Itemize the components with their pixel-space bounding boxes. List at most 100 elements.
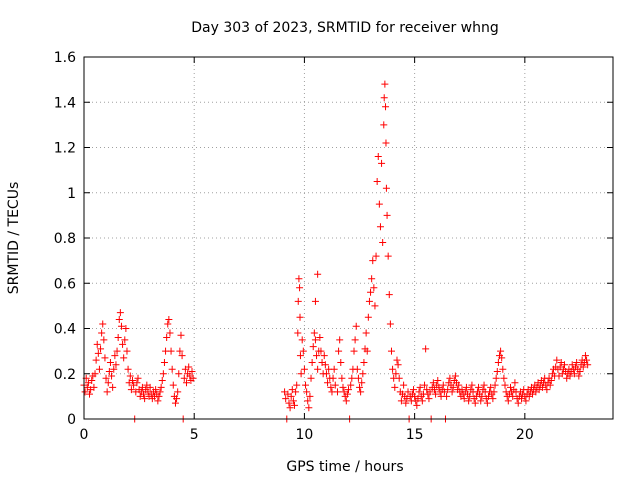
data-point	[460, 395, 468, 403]
data-point	[189, 374, 197, 382]
data-point	[182, 379, 190, 387]
data-point	[163, 334, 171, 342]
data-point	[393, 356, 401, 364]
data-point	[146, 383, 154, 391]
data-point	[465, 397, 473, 405]
data-point	[126, 372, 134, 380]
y-tick-label: 1.2	[54, 141, 76, 157]
data-point	[322, 370, 330, 378]
data-point	[383, 211, 391, 219]
data-point	[394, 361, 402, 369]
data-point	[547, 377, 555, 385]
data-point	[378, 159, 386, 167]
data-point	[175, 370, 183, 378]
data-point	[500, 374, 508, 382]
data-point	[498, 354, 506, 362]
data-point	[477, 397, 485, 405]
data-point	[298, 336, 306, 344]
data-point	[448, 388, 456, 396]
chart-title: Day 303 of 2023, SRMTID for receiver whn…	[191, 20, 499, 36]
data-point	[504, 397, 512, 405]
data-point	[324, 379, 332, 387]
data-point	[570, 370, 578, 378]
data-point	[490, 388, 498, 396]
data-point	[339, 383, 347, 391]
data-point	[421, 381, 429, 389]
data-point	[573, 358, 581, 366]
data-point	[478, 392, 486, 400]
data-point	[171, 399, 179, 407]
data-point	[360, 358, 368, 366]
data-point	[124, 365, 132, 373]
x-tick-label: 5	[190, 427, 199, 443]
data-point	[443, 392, 451, 400]
data-point	[95, 365, 103, 373]
data-point	[395, 374, 403, 382]
data-point	[113, 347, 121, 355]
data-point	[114, 334, 122, 342]
data-point	[410, 386, 418, 394]
data-point	[166, 329, 174, 337]
data-point	[553, 356, 561, 364]
data-point	[356, 383, 364, 391]
data-point	[297, 370, 305, 378]
data-point	[357, 388, 365, 396]
grid-lines	[84, 57, 613, 419]
y-tick-label: 0.8	[54, 231, 76, 247]
data-point	[316, 334, 324, 342]
data-point	[86, 390, 94, 398]
data-point	[455, 381, 463, 389]
data-point	[489, 395, 497, 403]
data-point	[347, 381, 355, 389]
data-point	[123, 347, 131, 355]
x-axis-label: GPS time / hours	[286, 459, 403, 475]
data-point	[102, 374, 110, 382]
data-point	[167, 347, 175, 355]
data-point	[370, 284, 378, 292]
data-point	[392, 370, 400, 378]
data-point	[494, 358, 502, 366]
data-point	[468, 381, 476, 389]
data-point	[348, 374, 356, 382]
data-point	[480, 381, 488, 389]
data-point	[353, 365, 361, 373]
data-point	[92, 356, 100, 364]
data-point	[311, 336, 319, 344]
data-point	[397, 397, 405, 405]
data-point	[354, 374, 362, 382]
data-point	[157, 383, 165, 391]
data-point	[101, 354, 109, 362]
data-point	[451, 372, 459, 380]
data-point	[122, 325, 130, 332]
data-point	[374, 153, 382, 161]
data-point	[90, 383, 98, 391]
data-point	[335, 347, 343, 355]
data-point	[98, 329, 106, 337]
data-point	[121, 336, 129, 344]
axis-ticks: 0 5 10 15 20 0 0.2 0.4 0.6 0.8 1 1.2 1.4 1.6	[54, 50, 613, 443]
data-point	[415, 388, 423, 396]
data-point	[416, 383, 424, 391]
data-point	[329, 374, 337, 382]
data-point	[110, 365, 118, 373]
data-point	[359, 370, 367, 378]
data-point	[169, 381, 177, 389]
data-point	[185, 363, 193, 371]
data-point	[168, 365, 176, 373]
data-point	[164, 320, 172, 328]
data-point	[173, 395, 181, 403]
data-point	[471, 399, 479, 407]
data-point	[475, 383, 483, 391]
data-point	[287, 392, 295, 400]
data-point	[134, 374, 142, 382]
y-tick-label: 1.6	[54, 50, 76, 66]
data-point	[133, 379, 141, 387]
data-point	[300, 365, 308, 373]
data-point	[313, 352, 321, 360]
data-point	[296, 352, 304, 360]
data-point	[362, 329, 370, 337]
data-point	[345, 386, 352, 394]
data-point	[158, 377, 166, 385]
data-point	[165, 315, 173, 323]
data-point	[432, 390, 440, 398]
